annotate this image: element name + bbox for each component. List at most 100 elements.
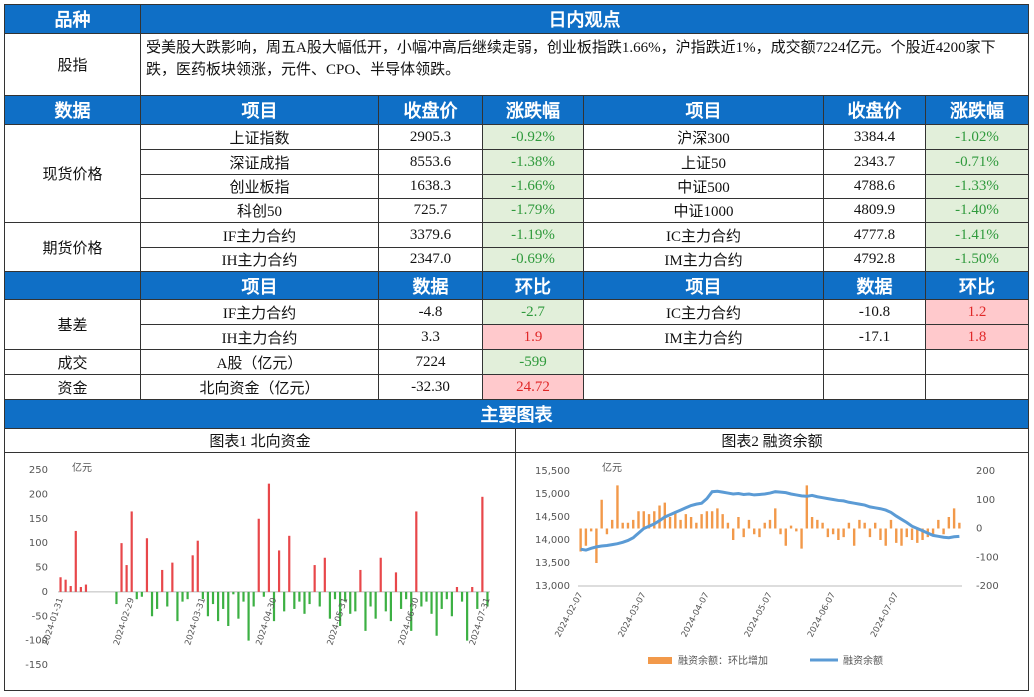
row-label: 股指 xyxy=(4,33,141,96)
bar xyxy=(731,528,735,540)
bar xyxy=(931,528,935,535)
bar xyxy=(191,555,194,592)
bar xyxy=(308,591,311,605)
bar xyxy=(947,517,951,529)
bar xyxy=(653,511,656,529)
y-tick-label: 15,500 xyxy=(535,466,570,477)
table-cell: 4777.8 xyxy=(823,222,926,248)
bar xyxy=(323,557,326,592)
y-tick-label: 100 xyxy=(29,538,48,549)
bar xyxy=(889,519,893,529)
table-cell: -599 xyxy=(482,349,584,375)
bar xyxy=(842,528,845,538)
x-tick-label: 2024-02-29 xyxy=(112,597,137,647)
bar xyxy=(831,528,835,535)
table-cell: 7224 xyxy=(378,349,483,375)
y2-tick-label: 100 xyxy=(976,495,995,506)
bar xyxy=(384,591,387,612)
bar xyxy=(600,499,603,529)
legend-swatch xyxy=(648,657,672,664)
bar xyxy=(789,525,793,529)
bar xyxy=(837,528,840,540)
bar xyxy=(206,591,210,617)
y-tick-label: -100 xyxy=(25,636,48,647)
bar xyxy=(726,522,730,529)
bar xyxy=(410,591,413,631)
bar xyxy=(721,514,724,529)
bar xyxy=(79,587,82,592)
table-cell xyxy=(925,374,1029,400)
bar xyxy=(774,508,777,529)
line xyxy=(580,489,960,552)
bar xyxy=(130,511,133,592)
y-tick-label: 50 xyxy=(35,563,48,574)
bar xyxy=(359,569,362,592)
bar xyxy=(937,519,940,529)
bar xyxy=(450,591,453,617)
y2-tick-label: 0 xyxy=(976,524,982,535)
bar xyxy=(626,522,630,529)
y2-tick-label: -100 xyxy=(976,552,999,563)
bar xyxy=(466,591,469,641)
bar xyxy=(247,591,250,641)
bar xyxy=(283,591,286,612)
bar xyxy=(272,591,276,622)
bar xyxy=(952,508,956,529)
bar xyxy=(257,518,260,592)
header-cell: 数据 xyxy=(823,271,926,300)
x-tick-label: 2024-04-07 xyxy=(680,591,712,639)
bar xyxy=(140,591,143,597)
bar xyxy=(632,519,635,529)
bar xyxy=(69,586,72,592)
x-tick-label: 2024-04-30 xyxy=(254,597,279,647)
bar xyxy=(435,591,438,636)
bar xyxy=(394,572,398,592)
bar xyxy=(135,591,138,600)
y-tick-label: -150 xyxy=(25,660,48,671)
bar xyxy=(747,519,751,529)
bar xyxy=(333,591,337,600)
bar xyxy=(237,591,240,619)
table-cell: IC主力合约 xyxy=(583,299,824,325)
header-cell: 数据 xyxy=(378,271,483,300)
bar xyxy=(689,517,693,529)
bar xyxy=(710,511,714,529)
bar xyxy=(900,528,903,546)
bar xyxy=(605,528,609,535)
table-cell: 沪深300 xyxy=(583,124,824,150)
bar xyxy=(958,522,961,529)
bar xyxy=(621,522,624,529)
bar xyxy=(64,579,67,592)
section-title: 主要图表 xyxy=(4,399,1029,429)
bar xyxy=(642,511,645,529)
table-cell: 1.2 xyxy=(925,299,1029,325)
y-tick-label: 13,000 xyxy=(535,581,570,592)
bar xyxy=(425,591,428,602)
table-cell: -2.7 xyxy=(482,299,584,325)
bar xyxy=(74,530,77,592)
chart-title: 图表1 北向资金 xyxy=(4,428,516,453)
bar xyxy=(805,485,809,529)
bar xyxy=(440,591,443,609)
header-cell: 数据 xyxy=(4,95,141,125)
table-cell: 2905.3 xyxy=(378,124,483,150)
bar xyxy=(753,528,756,535)
table-cell xyxy=(823,349,926,375)
bar xyxy=(895,528,898,543)
table-cell: 科创50 xyxy=(140,198,379,223)
bar xyxy=(354,591,357,612)
bar xyxy=(415,511,418,592)
bar xyxy=(668,517,672,529)
bar xyxy=(338,591,342,626)
bar xyxy=(584,528,588,546)
x-tick-label: 2024-07-31 xyxy=(468,597,493,647)
bar xyxy=(476,591,479,609)
bar xyxy=(455,587,459,592)
table-cell: IF主力合约 xyxy=(140,222,379,248)
bar xyxy=(288,535,291,592)
table-cell xyxy=(823,374,926,400)
x-tick-label: 2024-03-31 xyxy=(183,597,208,647)
bar xyxy=(779,528,782,535)
bar xyxy=(705,511,709,529)
